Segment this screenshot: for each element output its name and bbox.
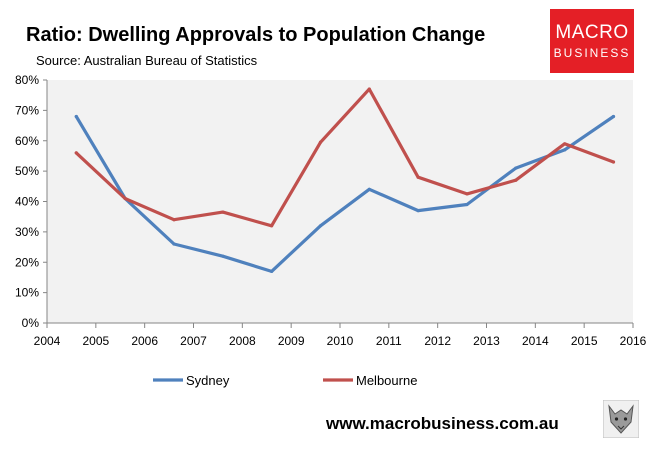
x-tick-label: 2011 xyxy=(376,334,402,348)
x-tick-label: 2004 xyxy=(34,334,61,348)
y-tick-label: 50% xyxy=(15,164,39,178)
axes: 0% 10% 20% 30% 40% 50% 60% 70% 80% 2004 2005 2006 20… xyxy=(15,73,647,348)
data-point-melbourne xyxy=(611,160,616,164)
data-point-melbourne xyxy=(221,210,225,214)
website-url[interactable]: www.macrobusiness.com.au xyxy=(326,414,559,433)
y-tick-label: 80% xyxy=(15,73,39,87)
data-point-sydney xyxy=(514,166,518,170)
logo-line2: BUSINESS xyxy=(553,46,631,60)
x-tick-label: 2005 xyxy=(82,334,109,348)
data-point-sydney xyxy=(465,202,469,207)
data-point-sydney xyxy=(416,209,420,213)
y-tick-label: 70% xyxy=(15,103,39,117)
series-line-melbourne xyxy=(74,87,616,228)
y-tick-label: 20% xyxy=(15,255,39,269)
data-point-sydney xyxy=(367,187,371,191)
data-point-melbourne xyxy=(123,196,127,201)
data-point-sydney xyxy=(318,224,323,228)
x-tick-label: 2014 xyxy=(522,334,549,348)
chart-subtitle: Source: Australian Bureau of Statistics xyxy=(36,53,258,68)
x-tick-label: 2016 xyxy=(620,334,647,348)
series-lines xyxy=(74,87,616,273)
chart-title: Ratio: Dwelling Approvals to Population … xyxy=(26,24,486,46)
legend: Sydney Melbourne xyxy=(153,373,417,388)
data-point-melbourne xyxy=(172,218,176,222)
macrobusiness-logo: MACRO BUSINESS xyxy=(550,9,634,73)
y-tick-label: 60% xyxy=(15,134,39,148)
data-point-sydney xyxy=(563,148,567,152)
legend-label-melbourne: Melbourne xyxy=(356,373,417,388)
legend-label-sydney: Sydney xyxy=(186,373,230,388)
data-point-sydney xyxy=(172,242,176,246)
data-point-melbourne xyxy=(514,178,518,182)
y-tick-label: 30% xyxy=(15,225,39,239)
data-point-sydney xyxy=(221,254,225,258)
data-point-melbourne xyxy=(416,175,420,179)
data-point-melbourne xyxy=(563,142,567,146)
data-point-melbourne xyxy=(270,224,274,228)
data-point-sydney xyxy=(270,269,274,273)
data-point-melbourne xyxy=(465,192,469,196)
y-tick-label: 40% xyxy=(15,195,39,209)
x-tick-label: 2006 xyxy=(131,334,158,348)
logo-line1: MACRO xyxy=(555,22,629,43)
y-tick-label: 0% xyxy=(22,316,40,330)
x-tick-label: 2007 xyxy=(180,334,207,348)
x-tick-label: 2010 xyxy=(327,334,354,348)
x-tick-label: 2013 xyxy=(473,334,500,348)
series-line-sydney xyxy=(74,114,616,273)
wolf-logo-icon xyxy=(603,400,639,438)
x-tick-label: 2008 xyxy=(229,334,256,348)
data-point-melbourne xyxy=(74,151,78,155)
x-tick-label: 2012 xyxy=(424,334,451,348)
y-tick-label: 10% xyxy=(15,286,39,300)
data-point-sydney xyxy=(611,114,616,119)
x-tick-label: 2009 xyxy=(278,334,305,348)
data-point-melbourne xyxy=(318,140,323,144)
data-point-melbourne xyxy=(367,87,371,91)
data-point-sydney xyxy=(74,114,78,119)
x-tick-label: 2015 xyxy=(571,334,598,348)
